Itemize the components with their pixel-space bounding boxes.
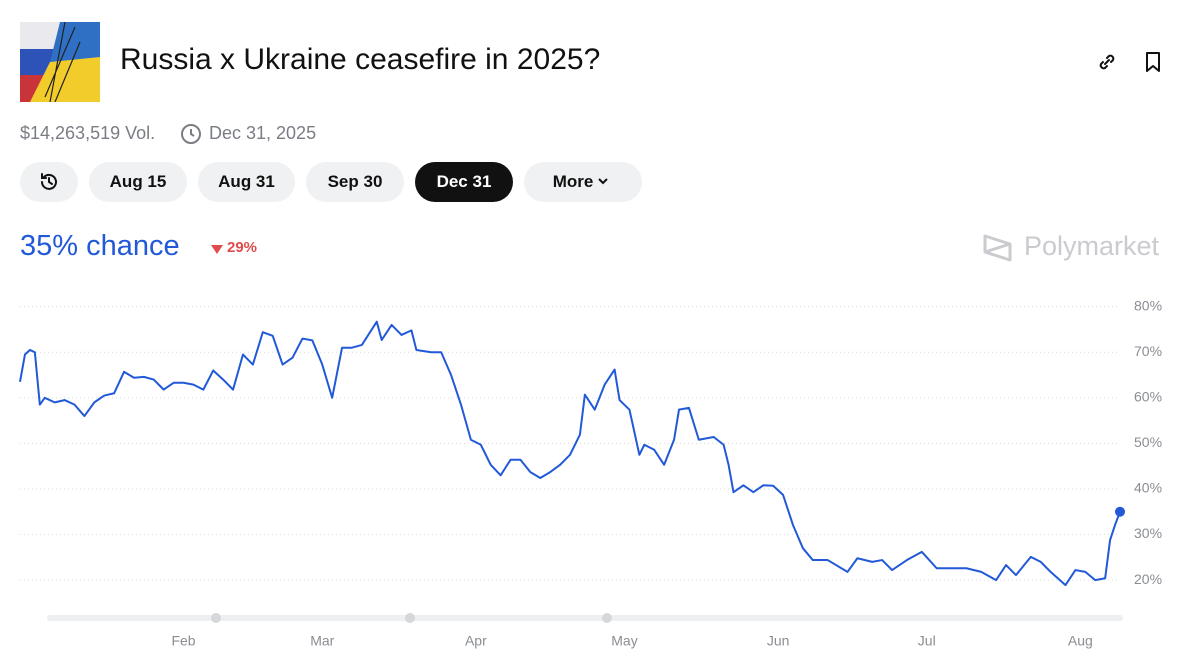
y-tick-label: 30% (1134, 525, 1162, 541)
clock-icon (181, 124, 201, 144)
x-tick-label: May (611, 633, 637, 649)
chevron-icon (598, 178, 609, 185)
more-tab[interactable]: More (524, 162, 642, 202)
y-tick-label: 60% (1134, 389, 1162, 405)
x-tick-label: Feb (171, 633, 195, 649)
market-image (20, 22, 100, 102)
range-dot (602, 613, 612, 623)
last-point (1115, 506, 1125, 517)
date-tab[interactable]: Aug 15 (89, 162, 187, 202)
bookmark-icon[interactable] (1141, 50, 1165, 74)
date-tab[interactable]: Dec 31 (415, 162, 513, 202)
date-tab[interactable]: Sep 30 (306, 162, 404, 202)
price-line (19, 320, 1121, 587)
brand-logo (983, 234, 1012, 262)
x-tick-label: Aug (1068, 633, 1093, 649)
x-tick-label: Jun (767, 633, 790, 649)
copy-link-icon[interactable] (1095, 50, 1119, 74)
y-tick-label: 80% (1134, 297, 1162, 313)
range-dot (211, 613, 221, 623)
brand: Polymarket (1024, 231, 1160, 261)
history-icon (41, 173, 57, 190)
volume: $14,263,519 Vol. (20, 123, 156, 143)
y-tick-label: 20% (1134, 571, 1162, 587)
down-arrow (211, 245, 223, 254)
chance: 35% chance (20, 230, 180, 262)
history-button[interactable] (20, 162, 78, 202)
date-tab[interactable]: Aug 31 (198, 162, 295, 202)
x-tick-label: Jul (918, 633, 936, 649)
change: 29% (227, 239, 258, 256)
y-tick-label: 40% (1134, 480, 1162, 496)
x-tick-label: Mar (310, 633, 334, 649)
more-label: More (552, 172, 594, 191)
end-date: Dec 31, 2025 (209, 123, 317, 143)
y-tick-label: 70% (1134, 343, 1162, 359)
market-title: Russia x Ukraine ceasefire in 2025? (120, 43, 601, 76)
range-dot (405, 613, 415, 623)
y-tick-label: 50% (1134, 434, 1162, 450)
x-tick-label: Apr (465, 633, 487, 649)
